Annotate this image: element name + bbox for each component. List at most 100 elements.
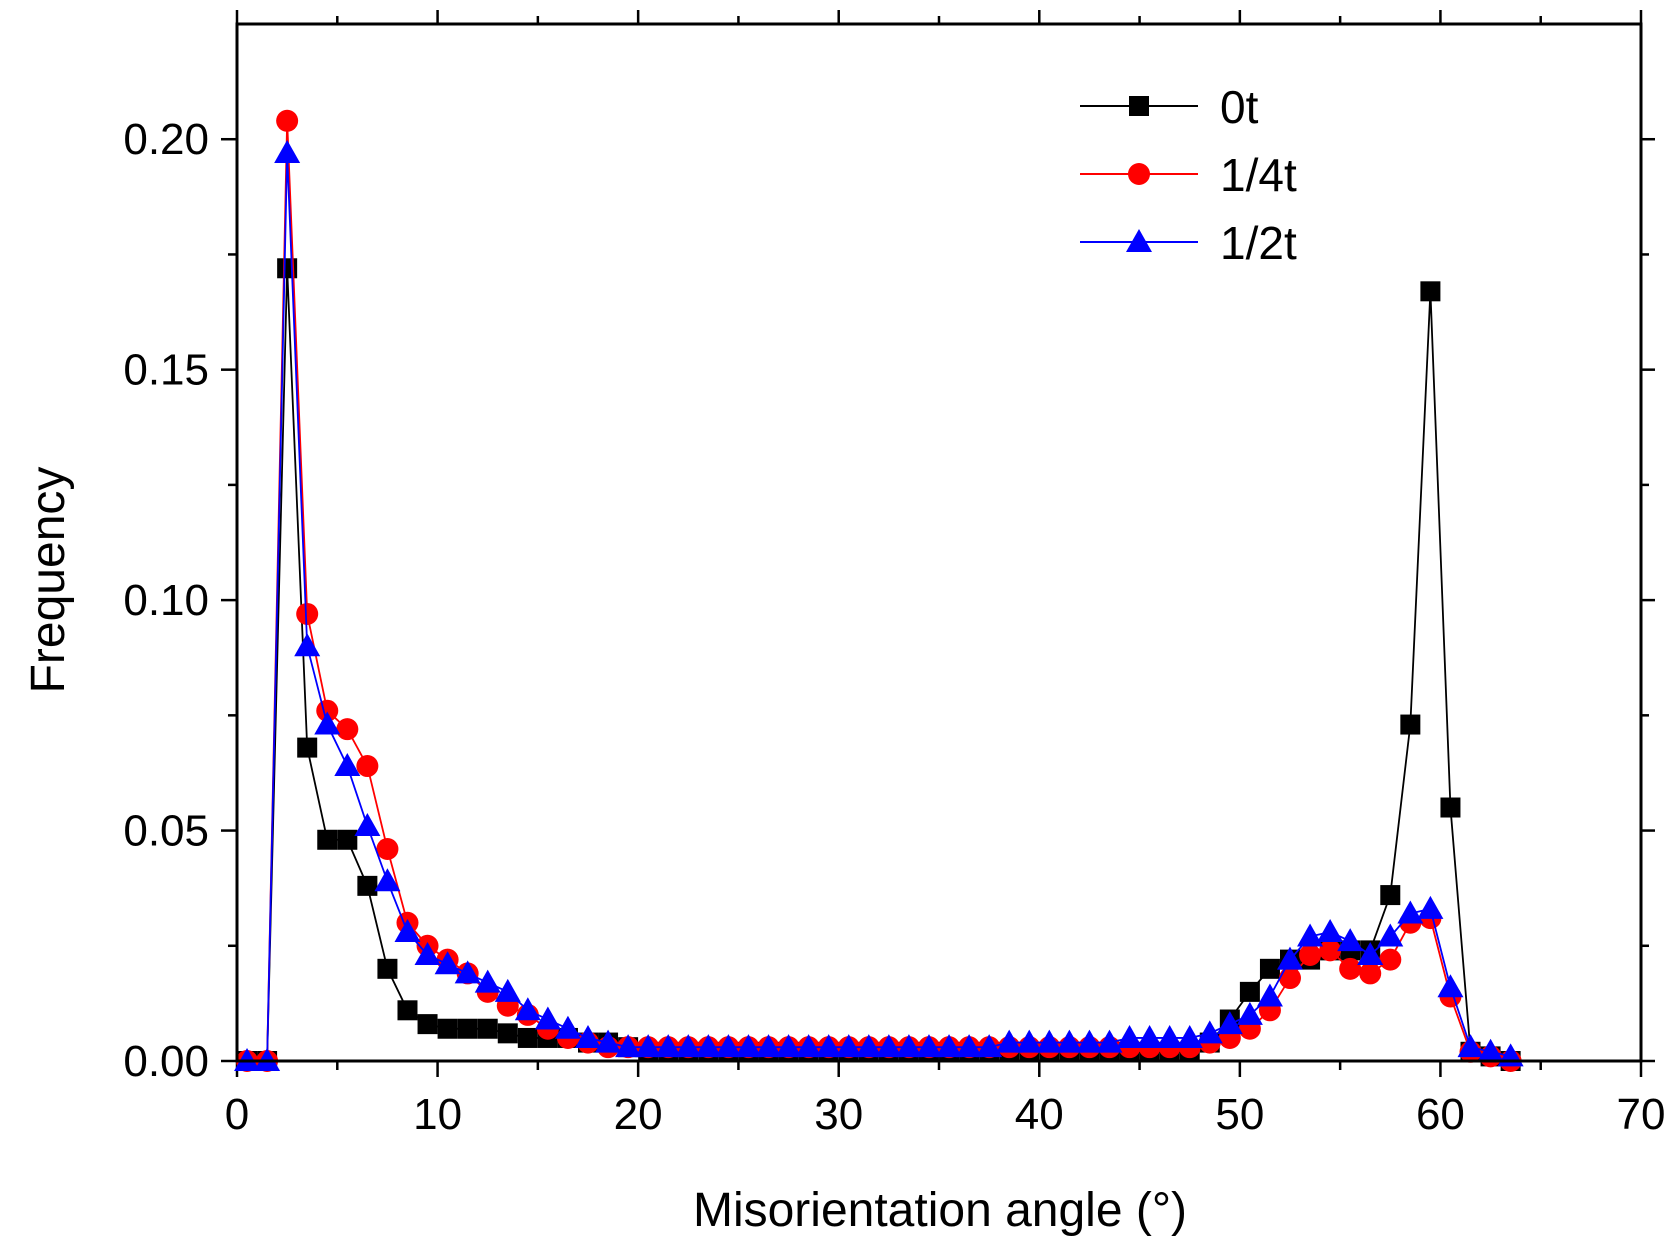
data-point xyxy=(855,1034,882,1058)
data-point xyxy=(1377,923,1404,947)
data-point xyxy=(356,755,379,778)
data-point xyxy=(1417,895,1444,919)
data-point xyxy=(575,1024,601,1048)
data-point xyxy=(1277,946,1303,970)
data-point xyxy=(1440,797,1461,818)
data-point xyxy=(936,1034,963,1058)
data-point xyxy=(1016,1029,1043,1053)
data-point xyxy=(1256,983,1283,1007)
x-tick-label: 70 xyxy=(1617,1090,1666,1139)
data-point xyxy=(394,918,421,942)
data-point xyxy=(377,958,398,979)
x-tick-label: 10 xyxy=(413,1090,462,1139)
x-tick-label: 50 xyxy=(1215,1090,1264,1139)
data-point xyxy=(695,1034,722,1058)
data-point xyxy=(1420,281,1441,302)
data-point xyxy=(1477,1038,1504,1062)
data-point xyxy=(1357,941,1384,965)
plot-border xyxy=(235,22,1643,1063)
data-point xyxy=(374,868,401,892)
y-tick-label: 0.10 xyxy=(123,576,209,625)
y-tick-label: 0.15 xyxy=(123,346,209,395)
data-point xyxy=(1096,1029,1123,1053)
x-tick-label: 40 xyxy=(1015,1090,1064,1139)
x-tick-label: 60 xyxy=(1416,1090,1465,1139)
data-point xyxy=(1337,928,1364,952)
data-point xyxy=(915,1034,942,1058)
data-point xyxy=(317,829,338,850)
legend: 0t 1/4t 1/2t xyxy=(1080,81,1297,269)
legend-label: 0t xyxy=(1220,81,1259,133)
data-point xyxy=(1437,974,1464,998)
series-line xyxy=(247,152,1511,1062)
series-layer xyxy=(234,109,1524,1072)
data-point xyxy=(1279,967,1301,990)
plot-background xyxy=(237,24,1641,1061)
data-point xyxy=(514,997,541,1021)
data-point xyxy=(276,109,299,132)
data-point xyxy=(1380,885,1401,906)
data-point xyxy=(1239,981,1260,1002)
data-point xyxy=(397,1000,418,1021)
data-point xyxy=(735,1034,762,1058)
data-point xyxy=(274,140,301,164)
data-point xyxy=(755,1034,782,1058)
data-point xyxy=(815,1034,842,1058)
data-point xyxy=(334,753,361,777)
data-point xyxy=(337,829,358,850)
data-point xyxy=(1397,900,1424,924)
data-point xyxy=(1056,1029,1083,1053)
data-point xyxy=(457,1018,478,1039)
data-point xyxy=(1076,1029,1103,1053)
series-1-2t xyxy=(234,140,1524,1071)
data-point xyxy=(454,960,481,984)
y-tick-label: 0.20 xyxy=(123,115,209,164)
data-point xyxy=(675,1034,702,1058)
data-point xyxy=(1299,943,1322,966)
plot-area xyxy=(237,24,1641,1061)
data-point xyxy=(615,1034,642,1058)
data-point xyxy=(554,1015,581,1039)
data-point xyxy=(875,1034,902,1058)
data-point xyxy=(417,1014,438,1035)
data-point xyxy=(336,718,359,741)
data-point xyxy=(477,1018,498,1039)
x-tick-label: 30 xyxy=(814,1090,863,1139)
data-point xyxy=(414,941,441,965)
legend-marker xyxy=(1129,96,1149,116)
data-point xyxy=(534,1006,561,1030)
data-point xyxy=(1339,957,1362,980)
data-point xyxy=(296,602,319,625)
series-line xyxy=(247,267,1511,1062)
data-point xyxy=(1400,714,1421,735)
data-point xyxy=(354,812,381,836)
plot-frame xyxy=(235,22,1643,1063)
data-point xyxy=(835,1034,862,1058)
data-point xyxy=(1259,958,1280,979)
data-point xyxy=(497,1023,518,1044)
data-point xyxy=(1116,1024,1143,1048)
data-point xyxy=(715,1034,742,1058)
x-axis-title: Misorientation angle (°) xyxy=(693,1184,1187,1237)
legend-item: 1/4t xyxy=(1080,149,1297,201)
data-point xyxy=(1319,939,1342,962)
data-point xyxy=(1216,1011,1243,1035)
data-point xyxy=(1317,918,1344,942)
data-point xyxy=(775,1034,802,1058)
data-point xyxy=(996,1029,1023,1053)
legend-item: 0t xyxy=(1080,81,1259,133)
data-point xyxy=(1359,962,1382,985)
data-point xyxy=(976,1034,1003,1058)
data-point xyxy=(517,1027,538,1048)
x-axis: 0 10 20 30 40 50 60 70 xyxy=(225,10,1666,1139)
data-point xyxy=(1156,1024,1183,1048)
data-point xyxy=(1236,1001,1263,1025)
data-point xyxy=(434,951,461,975)
data-point xyxy=(1196,1020,1223,1044)
data-point xyxy=(294,633,321,657)
data-point xyxy=(376,837,399,860)
data-point xyxy=(437,1018,458,1039)
data-point xyxy=(1297,923,1324,947)
data-point xyxy=(1379,948,1402,971)
